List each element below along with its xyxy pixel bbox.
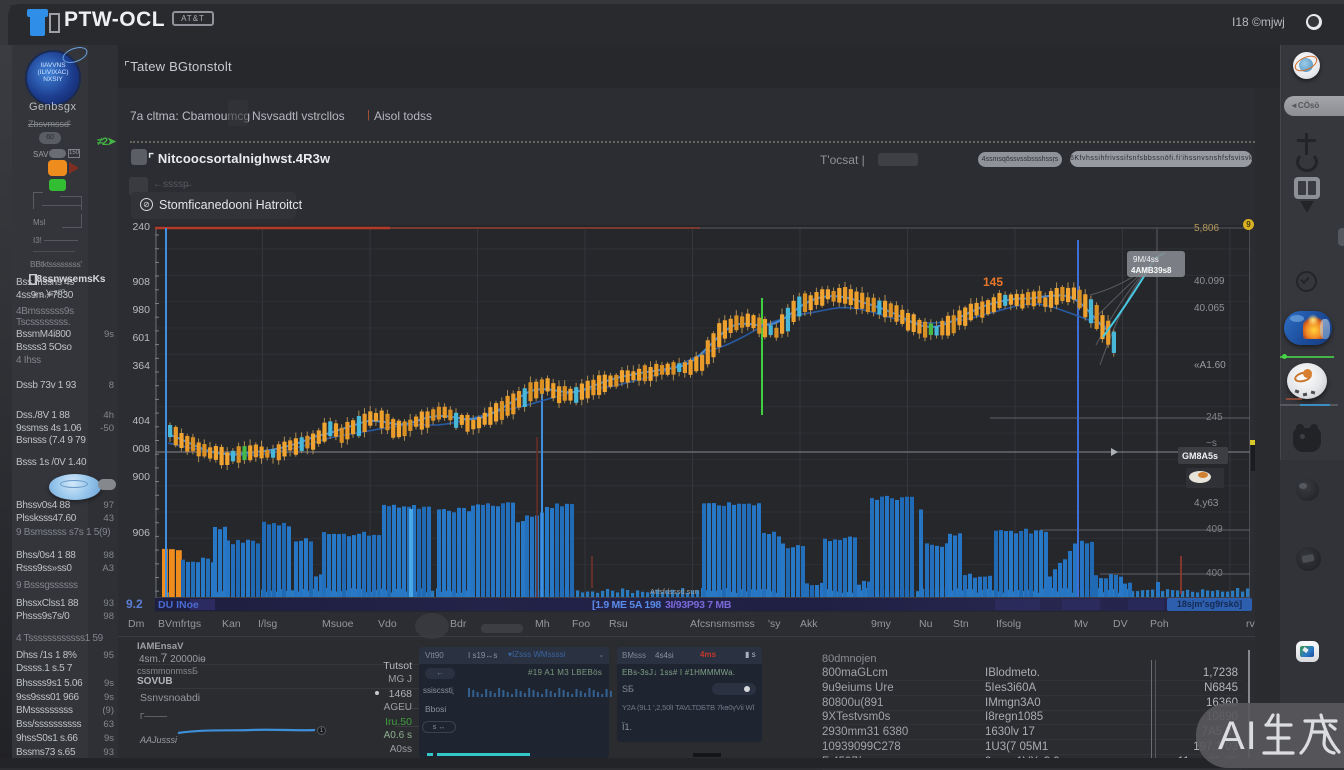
svg-text:145: 145 bbox=[983, 275, 1003, 289]
svg-text:9M/4ss: 9M/4ss bbox=[1133, 255, 1159, 264]
svg-text:4AMB39s8: 4AMB39s8 bbox=[1131, 266, 1172, 275]
svg-text:GM8A5s: GM8A5s bbox=[1182, 451, 1218, 461]
